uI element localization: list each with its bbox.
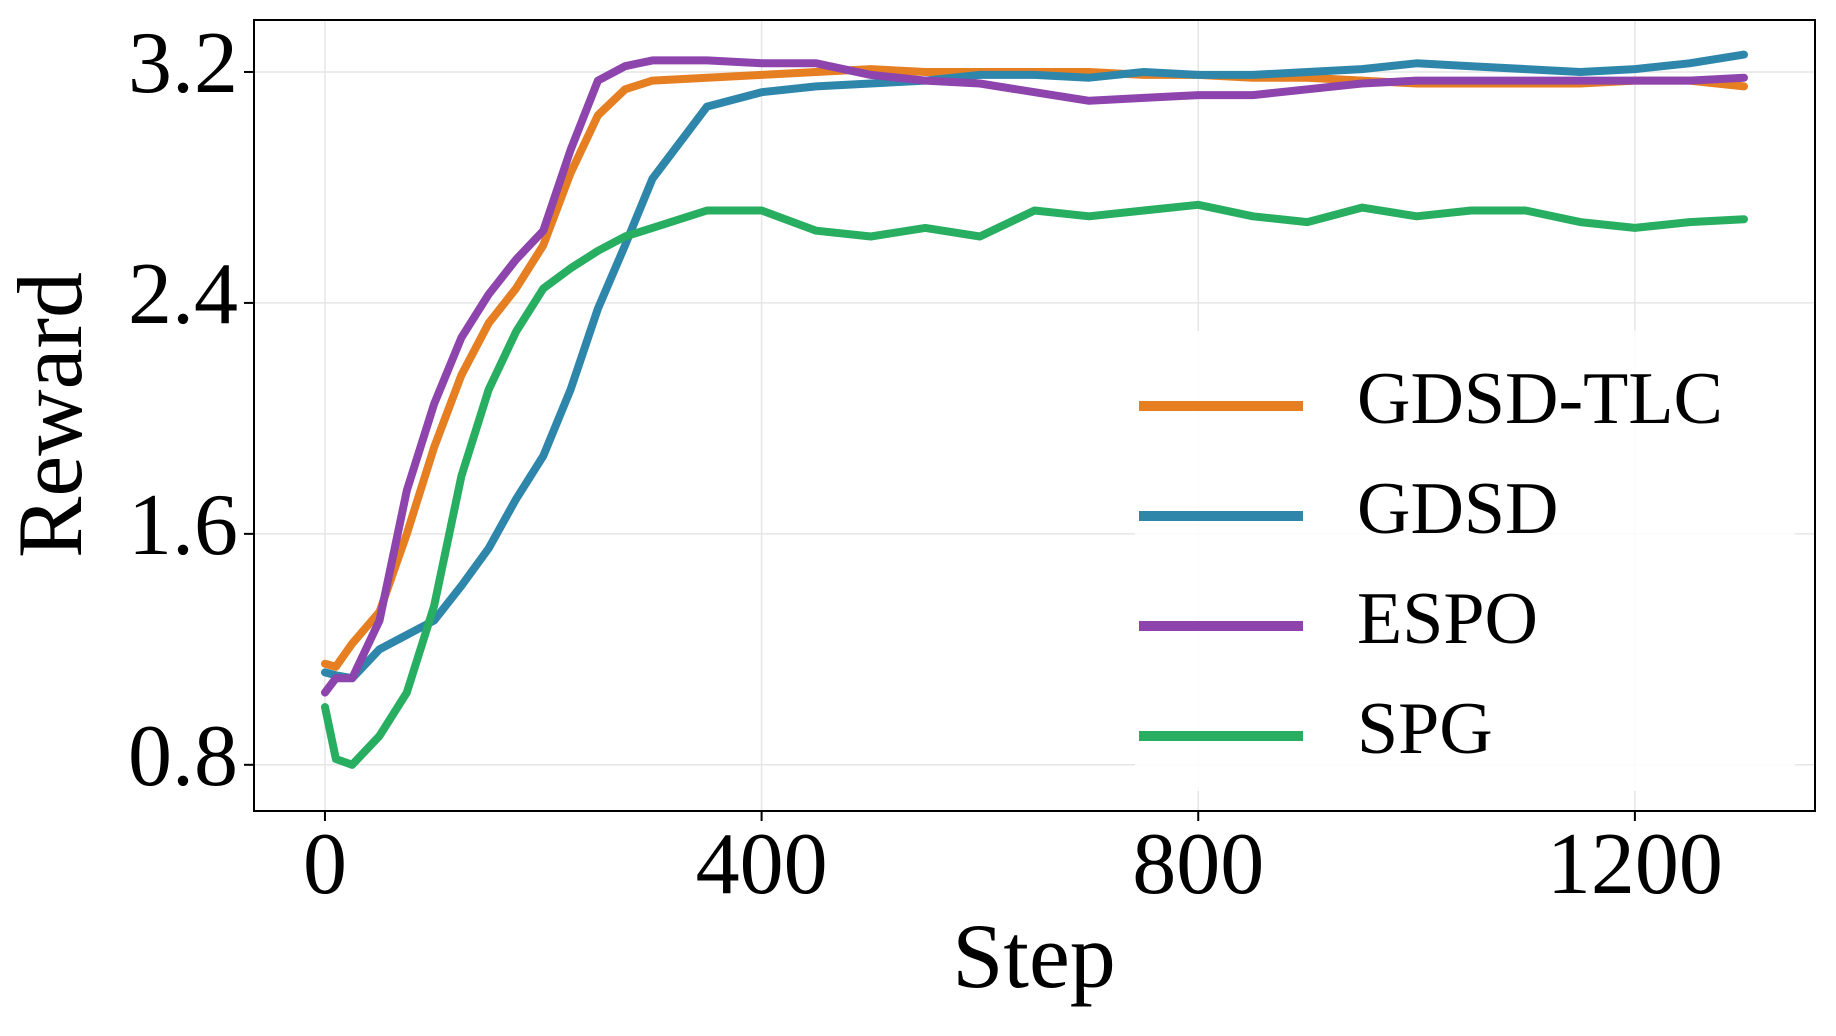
y-tick-label: 2.4: [128, 246, 238, 343]
legend-label: GDSD: [1357, 468, 1558, 550]
legend-label: SPG: [1357, 688, 1493, 770]
series-line: [321, 50, 1748, 683]
y-tick-label: 1.6: [128, 477, 238, 574]
x-tick-label: 0: [303, 816, 347, 913]
x-tick-label: 400: [696, 816, 828, 913]
series-line: [321, 56, 1748, 697]
x-tick-label: 800: [1132, 816, 1264, 913]
legend-label: ESPO: [1357, 578, 1538, 660]
y-axis-label: Reward: [0, 272, 101, 558]
y-tick-label: 3.2: [128, 15, 238, 112]
series-line: [321, 200, 1748, 769]
legend-label: GDSD-TLC: [1357, 358, 1723, 440]
x-axis-label: Step: [952, 905, 1116, 1007]
y-tick-label: 0.8: [128, 708, 238, 805]
x-tick-label: 1200: [1547, 816, 1723, 913]
plot-frame: [253, 19, 1816, 812]
